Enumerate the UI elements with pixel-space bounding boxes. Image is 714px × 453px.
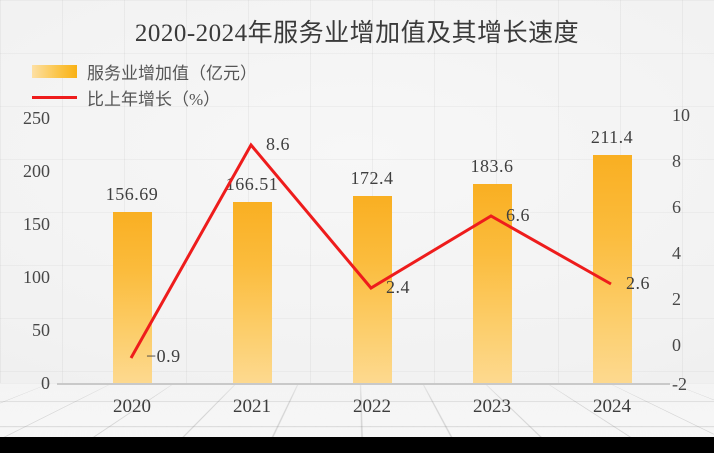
legend-item-line[interactable]: 比上年增长（%） [32, 84, 257, 110]
legend-label-bar: 服务业增加值（亿元） [87, 63, 257, 83]
bottom-black-band [0, 437, 714, 453]
legend-label-line: 比上年增长（%） [87, 89, 221, 109]
bar-2022[interactable] [353, 196, 392, 383]
y-axis-right-tick: 6 [672, 197, 681, 217]
bar-value-label-2022: 172.4 [350, 168, 394, 188]
growth-rate-polyline[interactable] [129, 142, 612, 359]
legend-bar-swatch-icon [32, 64, 77, 78]
line-value-label-2020: −0.9 [146, 346, 181, 366]
bar-2024[interactable] [593, 155, 632, 383]
legend-line-swatch-icon [32, 95, 77, 99]
bar-value-label-2021: 166.51 [225, 174, 279, 194]
x-axis-label-2023: 2023 [473, 396, 511, 417]
line-value-label-2023: 6.6 [506, 205, 530, 225]
bar-value-label-2023: 183.6 [470, 156, 514, 176]
x-axis-label-2022: 2022 [353, 396, 391, 417]
line-value-label-2021: 8.6 [266, 134, 290, 154]
y-axis-right-tick: 8 [672, 151, 681, 171]
legend-item-bar[interactable]: 服务业增加值（亿元） [32, 58, 257, 84]
y-axis-right-tick: 10 [672, 105, 690, 125]
bar-2021[interactable] [233, 202, 272, 383]
y-axis-left-tick: 200 [23, 161, 50, 181]
y-axis-left-tick: 150 [23, 214, 50, 234]
y-axis-left-tick: 0 [41, 373, 50, 393]
y-axis-left-tick: 250 [23, 108, 50, 128]
y-axis-right-tick: 0 [672, 335, 681, 355]
y-axis-left-tick: 100 [23, 267, 50, 287]
line-value-label-2022: 2.4 [386, 277, 410, 297]
y-axis-right-tick: 2 [672, 289, 681, 309]
x-axis-baseline [57, 383, 670, 385]
x-axis-label-2024: 2024 [593, 396, 631, 417]
chart-legend: 服务业增加值（亿元） 比上年增长（%） [32, 58, 257, 110]
y-axis-left-tick: 50 [32, 320, 50, 340]
bar-value-label-2024: 211.4 [590, 127, 634, 147]
y-axis-right-tick: -2 [672, 374, 687, 394]
line-value-label-2024: 2.6 [626, 273, 650, 293]
y-axis-right-tick: 4 [672, 243, 681, 263]
x-axis-label-2021: 2021 [233, 396, 271, 417]
chart-title: 2020-2024年服务业增加值及其增长速度 [134, 20, 580, 47]
growth-rate-line-series [129, 142, 612, 359]
x-axis-label-2020: 2020 [113, 396, 151, 417]
bar-value-label-2020: 156.69 [105, 184, 159, 204]
